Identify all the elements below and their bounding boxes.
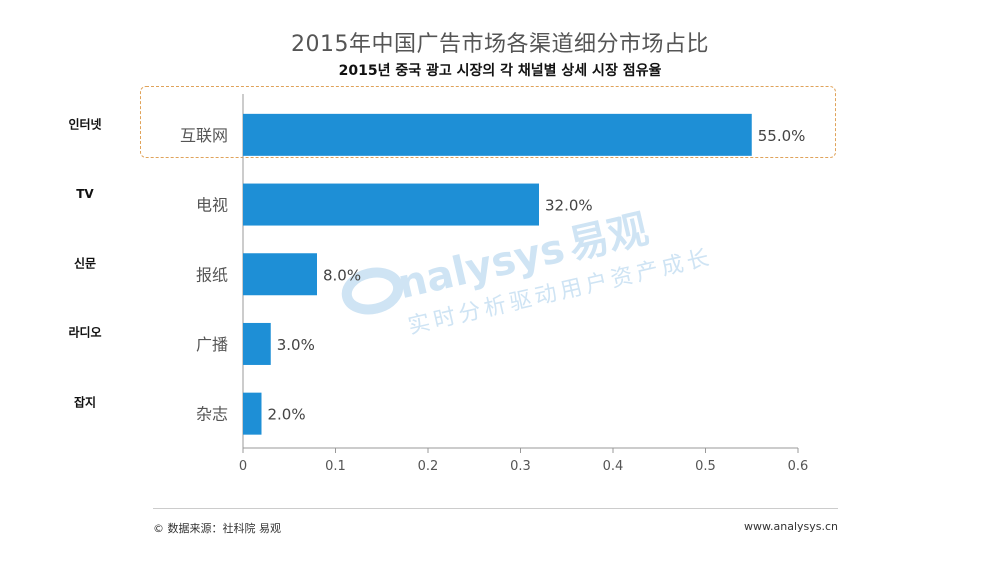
x-tick-label: 0.4	[603, 459, 624, 474]
bar-2	[243, 253, 317, 296]
x-tick-label: 0.6	[788, 459, 809, 474]
chart-labels: 互联网 55.0% 电视 32.0% 报纸 8.0% 广播 3.0% 杂志 2.0%	[180, 126, 805, 424]
footer-website[interactable]: www.analysys.cn	[744, 520, 838, 533]
data-label: 3.0%	[277, 336, 315, 354]
category-label: 杂志	[196, 405, 228, 424]
chart-title: 2015年中国广告市场各渠道细分市场占比	[291, 32, 709, 57]
bar-3	[243, 322, 271, 365]
chart-bars	[243, 113, 752, 435]
korean-label-newspaper: 신문	[73, 256, 97, 271]
footer-divider	[153, 508, 838, 509]
data-label: 32.0%	[545, 197, 593, 215]
category-label: 广播	[196, 335, 228, 354]
category-label: 互联网	[180, 126, 228, 145]
data-label: 8.0%	[323, 266, 361, 284]
data-label: 55.0%	[758, 127, 806, 145]
bar-1	[243, 183, 539, 226]
x-tick-label: 0.2	[418, 459, 439, 474]
x-tick-label: 0.3	[510, 459, 531, 474]
x-tick-label: 0	[239, 459, 247, 474]
data-label: 2.0%	[268, 406, 306, 424]
bar-0	[243, 113, 752, 156]
category-label: 报纸	[196, 265, 228, 284]
category-label: 电视	[196, 196, 228, 215]
watermark-cn-name: 易观	[564, 206, 652, 269]
chart-subtitle-korean: 2015년 중국 광고 시장의 각 채널별 상세 시장 점유율	[338, 63, 662, 79]
footer-source: © 数据来源：社科院 易观	[153, 522, 281, 535]
watermark-a-icon	[341, 267, 404, 315]
highlight-box-internet	[140, 86, 836, 158]
bar-4	[243, 392, 262, 435]
korean-label-magazine: 잡지	[73, 395, 97, 410]
korean-label-internet: 인터넷	[68, 117, 102, 132]
korean-label-tv: TV	[76, 187, 94, 201]
x-tick-label: 0.5	[695, 459, 716, 474]
korean-label-radio: 라디오	[68, 325, 102, 340]
x-tick-label: 0.1	[325, 459, 346, 474]
